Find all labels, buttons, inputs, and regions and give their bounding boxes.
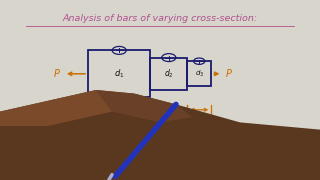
Text: $d_2$: $d_2$ bbox=[164, 68, 174, 80]
Text: Analysis of bars of varying cross-section:: Analysis of bars of varying cross-sectio… bbox=[62, 14, 258, 23]
Text: P: P bbox=[53, 69, 59, 79]
Text: $l_1$: $l_1$ bbox=[116, 118, 123, 130]
Bar bbox=[88, 50, 150, 97]
Text: $l_3$: $l_3$ bbox=[196, 118, 203, 130]
Bar bbox=[150, 58, 187, 90]
Bar bbox=[187, 61, 211, 86]
Text: $l_2$: $l_2$ bbox=[165, 118, 172, 130]
Text: P: P bbox=[226, 69, 231, 79]
Polygon shape bbox=[96, 90, 192, 122]
Text: $d_3$: $d_3$ bbox=[195, 69, 204, 79]
Polygon shape bbox=[0, 90, 112, 126]
Polygon shape bbox=[0, 90, 320, 180]
Text: $d_1$: $d_1$ bbox=[114, 68, 124, 80]
